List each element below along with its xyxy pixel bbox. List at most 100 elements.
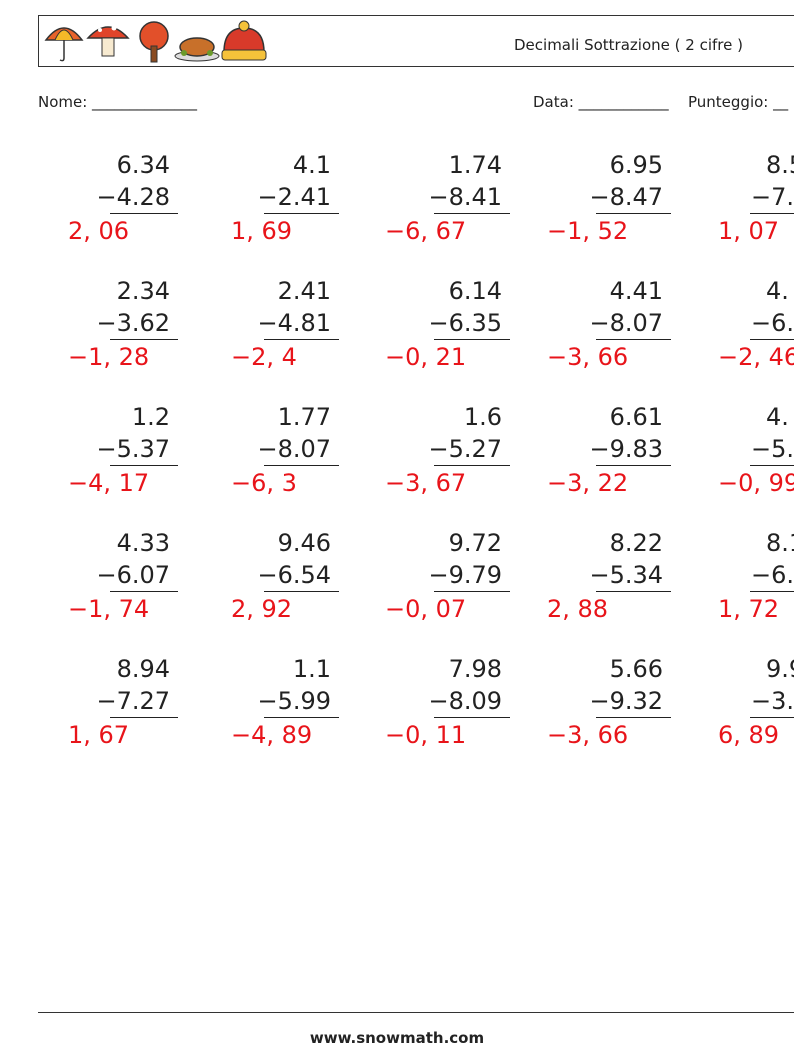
answer-line bbox=[264, 213, 339, 214]
answer: −0, 21 bbox=[385, 343, 467, 371]
subtrahend: −9.83 bbox=[589, 435, 663, 463]
answer-line bbox=[264, 591, 339, 592]
answer-line bbox=[110, 339, 178, 340]
umbrella-icon bbox=[44, 27, 84, 62]
answer-line bbox=[264, 465, 339, 466]
answer-line bbox=[264, 339, 339, 340]
title: Decimali Sottrazione ( 2 cifre ) bbox=[514, 36, 743, 54]
subtrahend: −9.79 bbox=[428, 561, 502, 589]
answer-line bbox=[434, 465, 510, 466]
answer: −3, 66 bbox=[547, 343, 629, 371]
minuend: 9.9 bbox=[766, 655, 794, 683]
answer: 1, 72 bbox=[718, 595, 780, 623]
subtrahend: −9.32 bbox=[589, 687, 663, 715]
answer: 2, 06 bbox=[68, 217, 130, 245]
minuend: 8.94 bbox=[116, 655, 170, 683]
minuend: 6.34 bbox=[116, 151, 170, 179]
answer: −4, 17 bbox=[68, 469, 150, 497]
answer: −0, 07 bbox=[385, 595, 467, 623]
minuend: 5.66 bbox=[609, 655, 663, 683]
minuend: 9.46 bbox=[277, 529, 331, 557]
answer-line bbox=[750, 213, 794, 214]
footer: www.snowmath.com bbox=[309, 1029, 485, 1047]
minuend: 4.1 bbox=[292, 151, 331, 179]
minuend: 1.74 bbox=[448, 151, 502, 179]
answer: −0, 11 bbox=[385, 721, 467, 749]
answer: 1, 07 bbox=[718, 217, 780, 245]
subtrahend: −8.41 bbox=[428, 183, 502, 211]
answer-line bbox=[110, 213, 178, 214]
subtrahend: −6.07 bbox=[96, 561, 170, 589]
subtrahend: −7.27 bbox=[96, 687, 170, 715]
answer-line bbox=[264, 717, 339, 718]
answer-line bbox=[750, 339, 794, 340]
answer: 6, 89 bbox=[718, 721, 780, 749]
minuend: 4.41 bbox=[609, 277, 663, 305]
subtrahend: −6.35 bbox=[428, 309, 502, 337]
score-field: Punteggio: __ bbox=[688, 93, 789, 111]
minuend: 1.2 bbox=[131, 403, 170, 431]
answer-line bbox=[434, 213, 510, 214]
answer-line bbox=[110, 465, 178, 466]
answer: −1, 74 bbox=[68, 595, 150, 623]
answer: −1, 52 bbox=[547, 217, 629, 245]
subtrahend: −3.0 bbox=[751, 687, 794, 715]
header-box bbox=[38, 15, 794, 67]
minuend: 1.77 bbox=[277, 403, 331, 431]
minuend: 8.1 bbox=[766, 529, 794, 557]
footer-rule bbox=[38, 1012, 794, 1013]
subtrahend: −7.4 bbox=[751, 183, 794, 211]
minuend: 2.34 bbox=[116, 277, 170, 305]
date-field: Data: ____________ bbox=[533, 93, 669, 111]
answer-line bbox=[434, 717, 510, 718]
subtrahend: −6. bbox=[751, 309, 794, 337]
answer: −6, 67 bbox=[385, 217, 467, 245]
answer-line bbox=[434, 591, 510, 592]
answer: 1, 69 bbox=[231, 217, 293, 245]
hat-icon bbox=[221, 20, 267, 61]
answer: −3, 67 bbox=[385, 469, 467, 497]
subtrahend: −3.62 bbox=[96, 309, 170, 337]
subtrahend: −5.27 bbox=[428, 435, 502, 463]
answer-line bbox=[110, 717, 178, 718]
minuend: 9.72 bbox=[448, 529, 502, 557]
subtrahend: −4.81 bbox=[257, 309, 331, 337]
turkey-icon bbox=[174, 37, 220, 62]
minuend: 4. bbox=[766, 403, 789, 431]
answer-line bbox=[750, 591, 794, 592]
tree-icon bbox=[139, 21, 169, 63]
answer-line bbox=[596, 591, 671, 592]
mushroom-icon bbox=[86, 25, 130, 57]
minuend: 2.41 bbox=[277, 277, 331, 305]
minuend: 7.98 bbox=[448, 655, 502, 683]
answer: −2, 4 bbox=[231, 343, 297, 371]
answer-line bbox=[750, 465, 794, 466]
answer: −4, 89 bbox=[231, 721, 313, 749]
subtrahend: −5.37 bbox=[96, 435, 170, 463]
minuend: 1.1 bbox=[292, 655, 331, 683]
minuend: 8.22 bbox=[609, 529, 663, 557]
minuend: 8.5 bbox=[766, 151, 794, 179]
answer: −2, 46 bbox=[718, 343, 794, 371]
minuend: 6.61 bbox=[609, 403, 663, 431]
subtrahend: −2.41 bbox=[257, 183, 331, 211]
minuend: 6.14 bbox=[448, 277, 502, 305]
subtrahend: −5.34 bbox=[589, 561, 663, 589]
name-field: Nome: ______________ bbox=[38, 93, 198, 111]
answer: −6, 3 bbox=[231, 469, 297, 497]
minuend: 4. bbox=[766, 277, 789, 305]
answer-line bbox=[596, 465, 671, 466]
answer: −0, 99 bbox=[718, 469, 794, 497]
subtrahend: −6.54 bbox=[257, 561, 331, 589]
subtrahend: −8.07 bbox=[257, 435, 331, 463]
answer: −3, 22 bbox=[547, 469, 629, 497]
answer-line bbox=[596, 339, 671, 340]
minuend: 4.33 bbox=[116, 529, 170, 557]
subtrahend: −8.47 bbox=[589, 183, 663, 211]
subtrahend: −6.4 bbox=[751, 561, 794, 589]
answer-line bbox=[434, 339, 510, 340]
subtrahend: −4.28 bbox=[96, 183, 170, 211]
answer: 2, 88 bbox=[547, 595, 609, 623]
